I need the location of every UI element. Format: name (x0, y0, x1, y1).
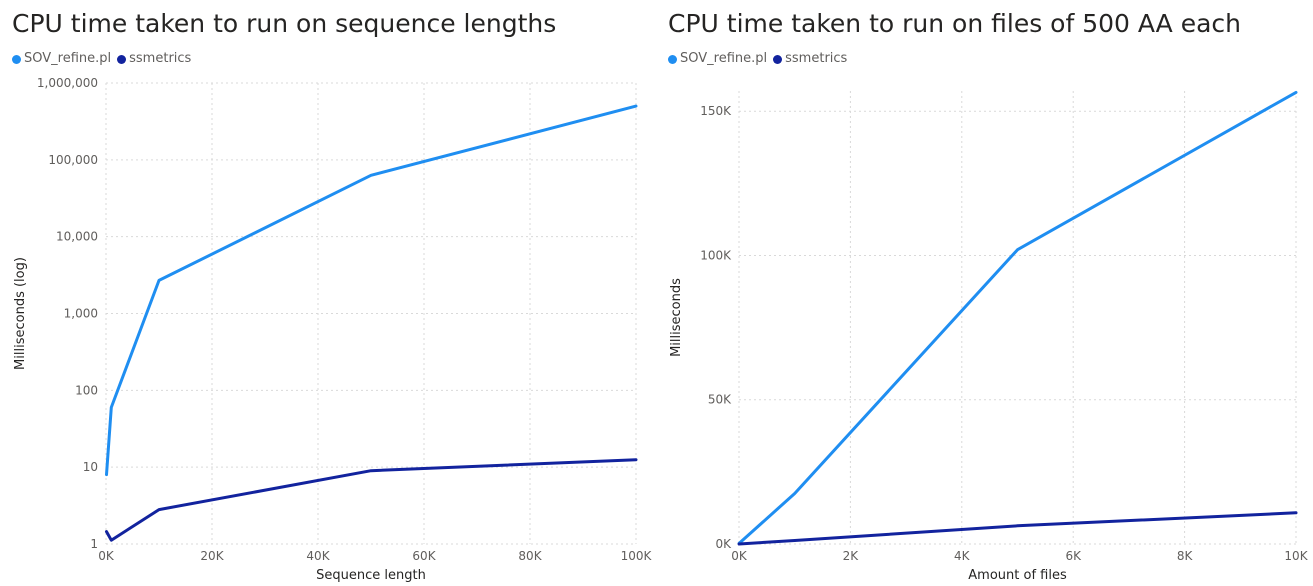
x-tick-label: 8K (1177, 549, 1194, 563)
data-point-ssmetrics[interactable] (1015, 523, 1020, 528)
y-tick-label: 150K (700, 104, 732, 118)
chart-panel-files: CPU time taken to run on files of 500 AA… (656, 0, 1313, 586)
y-tick-label: 10,000 (56, 230, 98, 244)
x-tick-label: 80K (518, 549, 542, 563)
line-chart-files: 0K 50K 100K 150K 0K 2K 4K 6K 8K 10K Amount of file… (669, 90, 1309, 583)
y-tick-label: 1 (90, 537, 98, 551)
legend-label-sov-refine: SOV_refine.pl (24, 51, 112, 66)
x-tick-label: 100K (621, 549, 653, 563)
legend-label-ssmetrics: ssmetrics (129, 51, 192, 66)
data-point-sov-refine[interactable] (157, 278, 162, 283)
legend-marker-ssmetrics (117, 54, 127, 64)
data-point-ssmetrics[interactable] (634, 457, 639, 462)
x-tick-label: 0K (731, 549, 748, 563)
x-tick-label: 10K (1284, 549, 1308, 563)
data-point-sov-refine[interactable] (369, 173, 374, 178)
y-tick-label: 50K (708, 393, 732, 407)
legend-marker-sov-refine (668, 54, 677, 64)
line-chart-sequence-lengths: 1 10 100 1,000 10,000 100,000 1,000,000 0K 20K 40… (13, 76, 653, 583)
data-point-ssmetrics[interactable] (104, 529, 109, 534)
x-tick-label: 40K (306, 549, 330, 563)
data-point-ssmetrics[interactable] (157, 507, 162, 512)
legend: SOV_refine.pl ssmetrics (668, 50, 853, 68)
data-point-sov-refine[interactable] (792, 491, 797, 496)
x-tick-label: 6K (1065, 549, 1082, 563)
legend-item-sov-refine[interactable]: SOV_refine.pl (668, 50, 767, 68)
legend-item-ssmetrics[interactable]: ssmetrics (117, 50, 191, 68)
legend-item-ssmetrics[interactable]: ssmetrics (773, 50, 847, 68)
legend-label-ssmetrics: ssmetrics (785, 51, 848, 66)
data-point-ssmetrics[interactable] (1294, 510, 1299, 515)
data-point-ssmetrics[interactable] (792, 538, 797, 543)
x-tick-label: 2K (843, 549, 860, 563)
data-point-sov-refine[interactable] (1015, 247, 1020, 252)
series-line-ssmetrics[interactable] (737, 511, 1298, 546)
y-axis-label: Milliseconds (669, 278, 684, 357)
y-tick-label: 1,000,000 (37, 76, 98, 90)
legend: SOV_refine.pl ssmetrics (12, 50, 197, 68)
legend-marker-ssmetrics (773, 54, 783, 64)
series-line-sov-refine[interactable] (105, 104, 638, 477)
series-line-ssmetrics[interactable] (105, 458, 638, 542)
y-tick-label: 100K (700, 248, 732, 262)
data-point-sov-refine[interactable] (1294, 90, 1299, 95)
x-axis-label: Amount of files (968, 568, 1067, 583)
x-tick-label: 0K (98, 549, 115, 563)
legend-item-sov-refine[interactable]: SOV_refine.pl (12, 50, 111, 68)
data-point-ssmetrics[interactable] (737, 542, 742, 547)
y-tick-label: 1,000 (64, 307, 98, 321)
legend-label-sov-refine: SOV_refine.pl (680, 51, 768, 66)
y-axis-label: Milliseconds (log) (13, 257, 28, 370)
chart-title: CPU time taken to run on sequence length… (12, 9, 557, 38)
chart-panel-sequence-lengths: CPU time taken to run on sequence length… (0, 0, 656, 586)
data-point-ssmetrics[interactable] (109, 538, 114, 543)
x-axis-label: Sequence length (316, 568, 426, 583)
x-tick-label: 60K (412, 549, 436, 563)
data-point-sov-refine[interactable] (634, 104, 639, 109)
legend-marker-sov-refine (12, 54, 21, 64)
y-tick-label: 100,000 (48, 153, 98, 167)
y-tick-label: 100 (75, 383, 98, 397)
series-line-sov-refine[interactable] (737, 90, 1298, 545)
data-point-sov-refine[interactable] (109, 405, 114, 410)
y-tick-label: 0K (715, 537, 732, 551)
x-tick-label: 20K (200, 549, 224, 563)
chart-title: CPU time taken to run on files of 500 AA… (668, 9, 1242, 38)
y-tick-label: 10 (83, 460, 98, 474)
data-point-ssmetrics[interactable] (369, 468, 374, 473)
data-point-sov-refine[interactable] (104, 472, 109, 477)
x-tick-label: 4K (954, 549, 971, 563)
